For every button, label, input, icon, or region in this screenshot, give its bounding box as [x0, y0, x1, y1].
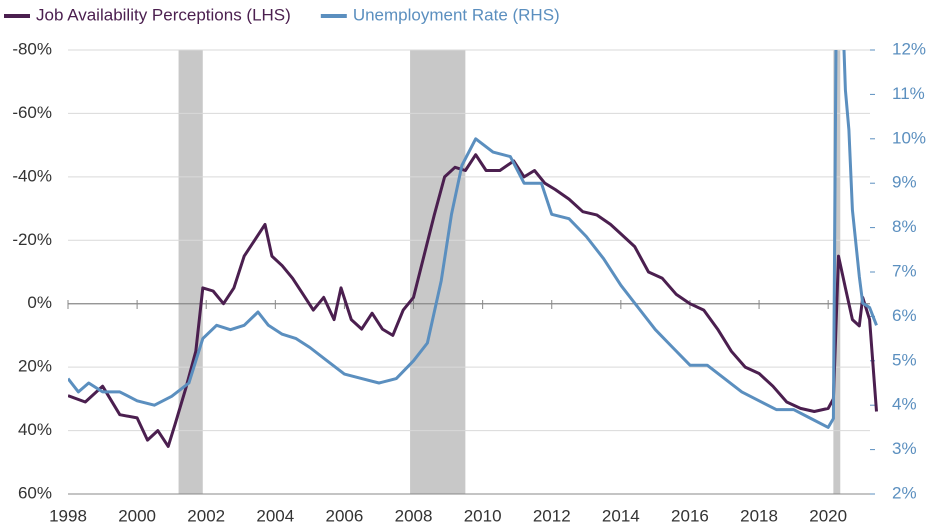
y2-tick-label: 12% — [892, 39, 926, 58]
y2-tick-label: 11% — [892, 84, 925, 103]
x-tick-label: 2004 — [256, 506, 294, 525]
x-tick-label: 2018 — [740, 506, 778, 525]
x-tick-label: 2002 — [187, 506, 225, 525]
y-tick-label: -60% — [12, 103, 52, 122]
plot-area — [68, 50, 878, 448]
series-line — [68, 50, 878, 429]
y-tick-label: 40% — [18, 420, 52, 439]
y2-tick-label: 3% — [892, 439, 917, 458]
x-tick-label: 2012 — [533, 506, 571, 525]
x-tick-label: 2006 — [326, 506, 364, 525]
x-tick-label: 2008 — [395, 506, 433, 525]
legend-label: Job Availability Perceptions (LHS) — [36, 5, 291, 24]
y2-tick-label: 6% — [892, 306, 917, 325]
x-tick-label: 2016 — [671, 506, 709, 525]
y2-tick-label: 9% — [892, 173, 917, 192]
y-tick-label: 60% — [18, 483, 52, 502]
x-tick-label: 2010 — [464, 506, 502, 525]
y-tick-label: 0% — [27, 293, 52, 312]
x-tick-label: 1998 — [49, 506, 87, 525]
y2-tick-label: 10% — [892, 128, 926, 147]
y2-tick-label: 4% — [892, 395, 917, 414]
x-tick-label: 2020 — [809, 506, 847, 525]
y-tick-label: 20% — [18, 357, 52, 376]
legend-label: Unemployment Rate (RHS) — [353, 5, 560, 24]
y-tick-label: -40% — [12, 166, 52, 185]
y2-tick-label: 7% — [892, 261, 917, 280]
recession-band — [178, 50, 203, 494]
x-tick-label: 2014 — [602, 506, 640, 525]
y-tick-label: -20% — [12, 230, 52, 249]
y2-tick-label: 8% — [892, 217, 917, 236]
x-tick-label: 2000 — [118, 506, 156, 525]
y2-tick-label: 5% — [892, 350, 917, 369]
y-tick-label: -80% — [12, 39, 52, 58]
y2-tick-label: 2% — [892, 483, 917, 502]
